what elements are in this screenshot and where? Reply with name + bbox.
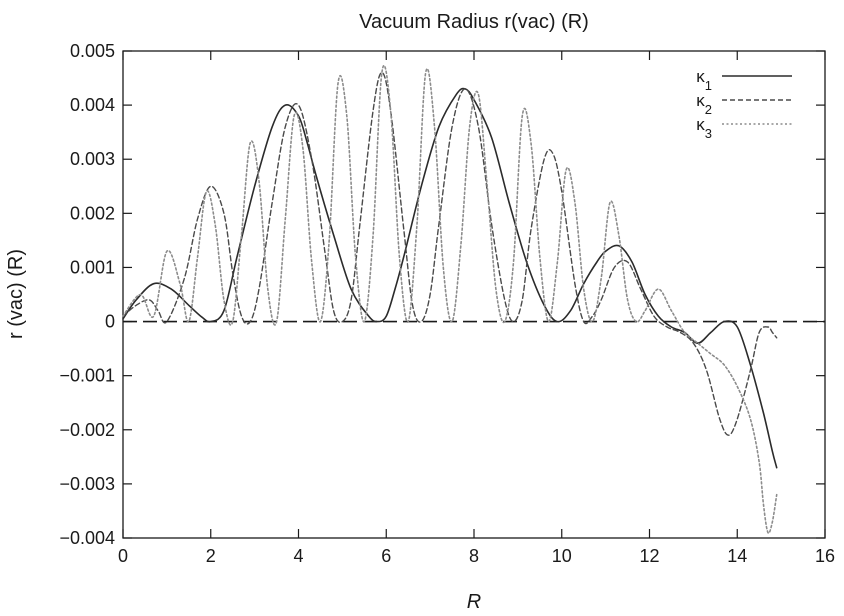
chart-title: Vacuum Radius r(vac) (R): [359, 11, 589, 33]
series-line-kappa3: [122, 64, 778, 534]
legend-label-kappa2: κ2: [696, 91, 712, 117]
y-axis-title: r (vac) (R): [5, 249, 27, 339]
x-tick-label: 8: [469, 546, 479, 566]
y-tick-label: −0.003: [59, 474, 115, 494]
x-axis-title: R: [467, 591, 481, 613]
y-tick-label: 0.001: [70, 257, 115, 277]
series-line-kappa2: [122, 71, 778, 436]
x-tick-label: 16: [815, 546, 835, 566]
y-tick-label: −0.002: [59, 420, 115, 440]
legend-label-kappa3: κ3: [696, 115, 712, 141]
y-tick-label: −0.004: [59, 528, 115, 548]
x-tick-label: 4: [293, 546, 303, 566]
y-tick-label: 0.003: [70, 149, 115, 169]
y-axis: 0.005 0.004 0.003 0.002 0.001 0 −0.001 −0.002 −0…: [59, 41, 825, 548]
x-tick-label: 10: [552, 546, 572, 566]
y-tick-label: 0.002: [70, 203, 115, 223]
legend-label-kappa1: κ1: [696, 67, 712, 93]
series-line-kappa1: [122, 87, 778, 469]
x-tick-label: 0: [118, 546, 128, 566]
x-tick-label: 14: [727, 546, 747, 566]
x-axis: 0 2 4 6 8 10 12 14 16: [118, 51, 835, 566]
series-layer: [122, 64, 778, 534]
y-tick-label: 0.005: [70, 41, 115, 61]
x-tick-label: 6: [381, 546, 391, 566]
x-tick-label: 12: [639, 546, 659, 566]
y-tick-label: −0.001: [59, 366, 115, 386]
y-tick-label: 0: [105, 312, 115, 332]
x-tick-label: 2: [206, 546, 216, 566]
y-tick-label: 0.004: [70, 95, 115, 115]
